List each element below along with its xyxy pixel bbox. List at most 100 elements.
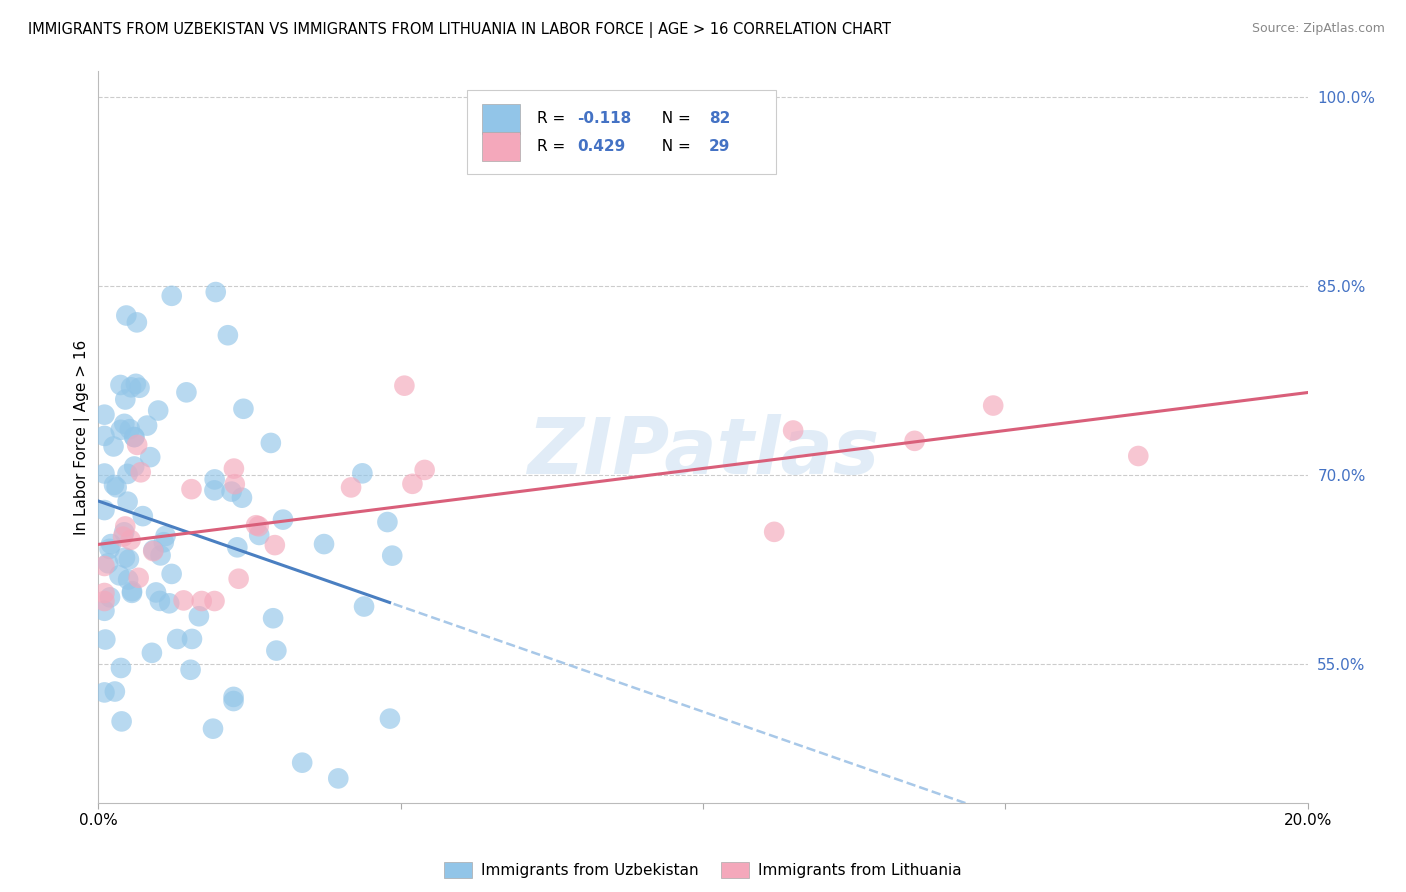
Text: -0.118: -0.118: [578, 112, 631, 127]
Point: [139, 450, 162, 464]
Point: [190, 594, 212, 608]
Point: [260, 436, 283, 450]
Point: [232, 401, 254, 416]
Point: [328, 772, 350, 786]
Text: N =: N =: [652, 139, 696, 154]
Point: [160, 289, 183, 303]
Point: [204, 483, 226, 498]
Point: [124, 430, 146, 444]
Point: [121, 586, 143, 600]
Point: [204, 472, 226, 486]
FancyBboxPatch shape: [467, 90, 776, 174]
Point: [122, 430, 145, 444]
Point: [93, 559, 115, 574]
Point: [129, 465, 152, 479]
Point: [204, 285, 226, 299]
Point: [121, 584, 143, 599]
Point: [222, 690, 245, 704]
Point: [93, 503, 115, 517]
Point: [93, 467, 115, 481]
Point: [231, 491, 253, 505]
Text: R =: R =: [537, 139, 571, 154]
Point: [312, 537, 335, 551]
Point: [110, 378, 132, 392]
Point: [108, 568, 131, 582]
Point: [111, 530, 134, 544]
Point: [114, 392, 136, 407]
Y-axis label: In Labor Force | Age > 16: In Labor Force | Age > 16: [75, 340, 90, 534]
Point: [180, 663, 202, 677]
Point: [93, 604, 115, 618]
Point: [118, 422, 141, 436]
Text: 82: 82: [709, 112, 731, 127]
Point: [166, 632, 188, 646]
Point: [173, 593, 195, 607]
Point: [381, 549, 404, 563]
Point: [93, 594, 115, 608]
Point: [1128, 449, 1150, 463]
Point: [217, 328, 239, 343]
Point: [981, 399, 1004, 413]
Point: [222, 461, 245, 475]
Point: [110, 423, 132, 437]
Point: [142, 544, 165, 558]
Point: [157, 596, 180, 610]
Point: [112, 525, 135, 540]
Point: [149, 594, 172, 608]
Text: ZIPatlas: ZIPatlas: [527, 414, 879, 490]
Point: [222, 694, 245, 708]
Point: [145, 585, 167, 599]
Point: [226, 541, 249, 555]
Point: [100, 537, 122, 551]
Point: [103, 440, 125, 454]
Point: [152, 535, 174, 549]
Point: [112, 417, 135, 431]
Point: [340, 480, 363, 494]
Point: [125, 315, 148, 329]
Text: 29: 29: [709, 139, 731, 154]
Point: [110, 661, 132, 675]
Point: [763, 524, 786, 539]
Point: [128, 381, 150, 395]
Point: [93, 429, 115, 443]
Point: [93, 685, 115, 699]
Point: [115, 309, 138, 323]
Point: [377, 515, 399, 529]
Point: [394, 378, 416, 392]
Point: [93, 586, 115, 600]
Point: [180, 482, 202, 496]
Point: [97, 556, 120, 570]
Legend: Immigrants from Uzbekistan, Immigrants from Lithuania: Immigrants from Uzbekistan, Immigrants f…: [437, 855, 969, 886]
Point: [247, 519, 270, 533]
FancyBboxPatch shape: [482, 104, 520, 134]
Text: IMMIGRANTS FROM UZBEKISTAN VS IMMIGRANTS FROM LITHUANIA IN LABOR FORCE | AGE > 1: IMMIGRANTS FROM UZBEKISTAN VS IMMIGRANTS…: [28, 22, 891, 38]
Point: [782, 424, 804, 438]
Point: [181, 632, 204, 646]
Point: [120, 533, 142, 547]
Point: [136, 418, 159, 433]
Point: [245, 518, 267, 533]
Point: [176, 385, 198, 400]
FancyBboxPatch shape: [482, 132, 520, 161]
Point: [122, 459, 145, 474]
Text: Source: ZipAtlas.com: Source: ZipAtlas.com: [1251, 22, 1385, 36]
Point: [247, 528, 270, 542]
Point: [127, 438, 149, 452]
Point: [142, 543, 165, 558]
Point: [117, 573, 139, 587]
Point: [132, 509, 155, 524]
Point: [103, 478, 125, 492]
Text: N =: N =: [652, 112, 696, 127]
Point: [378, 712, 401, 726]
Point: [201, 722, 224, 736]
Point: [98, 591, 121, 605]
Point: [353, 599, 375, 614]
Point: [401, 476, 423, 491]
Point: [117, 467, 139, 481]
Point: [118, 552, 141, 566]
Point: [148, 403, 170, 417]
Point: [291, 756, 314, 770]
Point: [110, 714, 132, 729]
Point: [155, 529, 177, 543]
Point: [93, 408, 115, 422]
